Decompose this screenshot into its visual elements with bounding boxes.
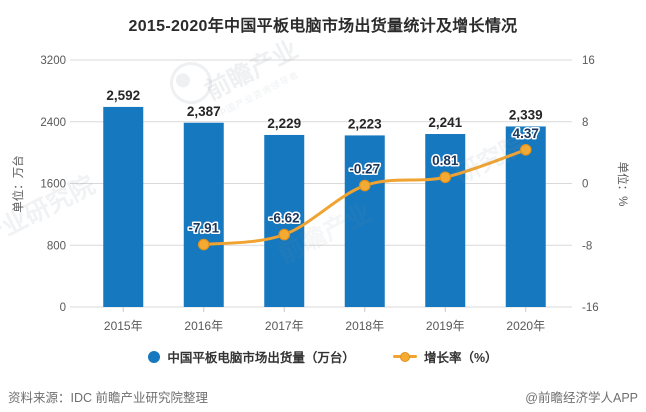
right-axis-tick-label: 0 (582, 179, 588, 191)
left-axis-tick-label: 2400 (40, 117, 66, 129)
bar-value-label: 2,387 (187, 104, 221, 119)
bar-value-label: 2,229 (267, 116, 301, 131)
right-axis-tick-label: 8 (582, 117, 588, 129)
x-axis-label: 2020年 (506, 319, 545, 333)
x-axis-label: 2018年 (345, 319, 384, 333)
legend-label-growth: 增长率（%） (423, 351, 498, 365)
chart-title: 2015-2020年中国平板电脑市场出货量统计及增长情况 (128, 18, 518, 35)
legend: 中国平板电脑市场出货量（万台） 增长率（%） (0, 347, 646, 366)
x-axis-label: 2017年 (265, 319, 304, 333)
left-axis-unit-label: 单位：万台 (13, 155, 25, 213)
growth-legend-dot-icon (399, 351, 410, 362)
bar-2015年 (103, 106, 144, 308)
left-axis-tick-label: 0 (60, 302, 66, 314)
growth-legend-line-icon (392, 351, 417, 362)
bar-value-label: 2,339 (509, 107, 543, 122)
left-axis-tick-label: 800 (47, 240, 66, 252)
left-axis-tick-label: 3200 (40, 55, 66, 67)
left-axis-tick-label: 1600 (40, 179, 66, 191)
growth-line-marker (278, 228, 291, 241)
x-axis-label: 2016年 (184, 319, 223, 333)
bar-value-label: 2,592 (106, 88, 140, 103)
x-axis-label: 2019年 (426, 319, 465, 333)
data-source-text: 资料来源：IDC 前瞻产业研究院整理 (8, 391, 209, 405)
right-axis-tick-label: -8 (582, 240, 592, 252)
growth-line-marker (439, 171, 452, 184)
growth-line-marker (519, 143, 532, 156)
shipments-legend-dot-icon (148, 350, 161, 363)
right-axis-tick-label: -16 (582, 302, 599, 314)
legend-label-shipments: 中国平板电脑市场出货量（万台） (167, 351, 355, 365)
growth-value-label: 4.37 (513, 126, 539, 141)
bar-value-label: 2,241 (428, 115, 462, 130)
legend-item-growth: 增长率（%） (392, 347, 498, 366)
footer: 资料来源：IDC 前瞻产业研究院整理 @前瞻经济学人APP (8, 387, 638, 406)
growth-value-label: -0.27 (349, 162, 380, 177)
bar-value-label: 2,223 (348, 116, 382, 131)
credit-text: @前瞻经济学人APP (525, 391, 638, 405)
growth-value-label: 0.81 (432, 153, 459, 168)
bar-2019年 (425, 134, 466, 307)
growth-value-label: -6.62 (269, 211, 300, 226)
bar-2017年 (264, 134, 305, 307)
growth-line-marker (358, 179, 371, 192)
bar-2020年 (505, 126, 546, 307)
right-axis-tick-label: 16 (582, 55, 595, 67)
bar-2018年 (344, 135, 385, 307)
x-axis-label: 2015年 (104, 319, 143, 333)
legend-item-shipments: 中国平板电脑市场出货量（万台） (148, 347, 355, 366)
bar-2016年 (183, 122, 224, 307)
growth-line-marker (197, 238, 210, 251)
growth-value-label: -7.91 (188, 221, 219, 236)
right-axis-unit-label: 单位：% (616, 161, 628, 207)
